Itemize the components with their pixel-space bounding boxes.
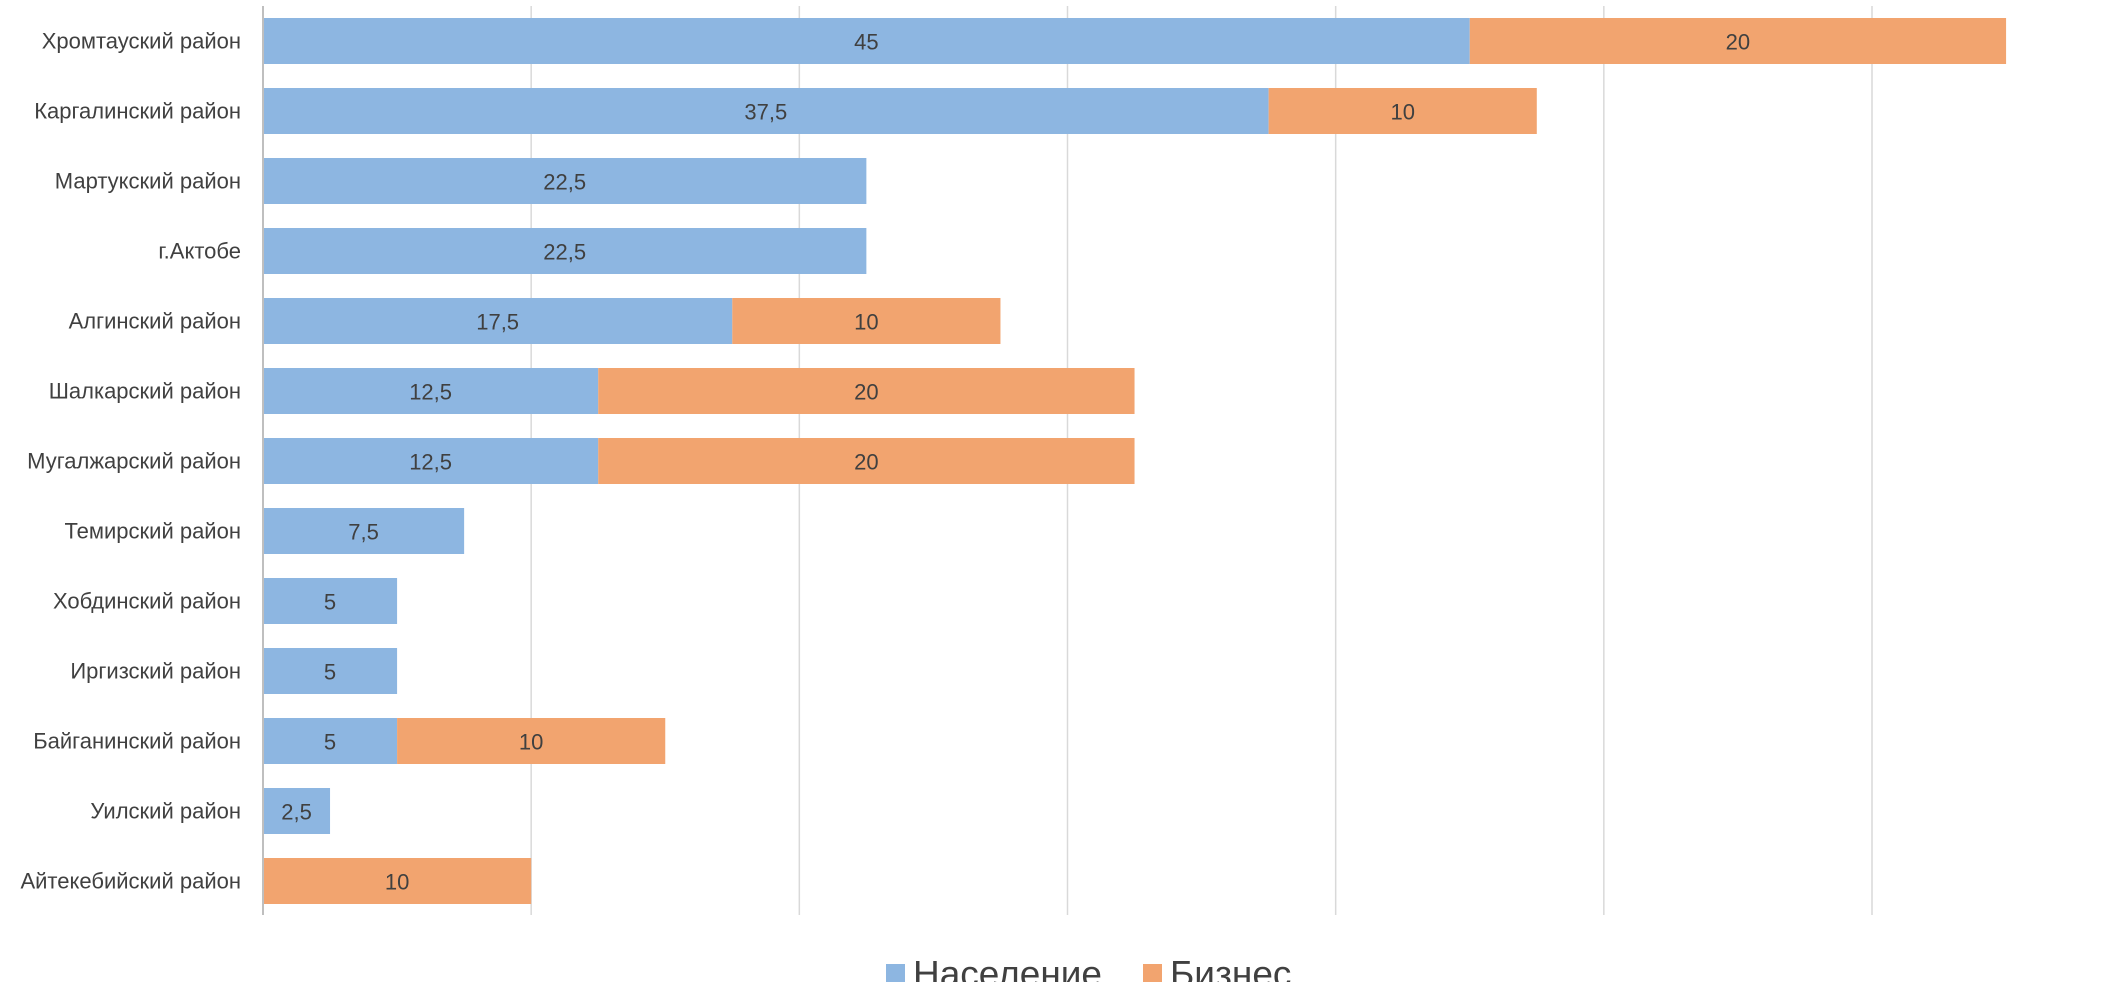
category-label: Уилский район bbox=[90, 799, 241, 824]
category-label: Айтекебийский район bbox=[20, 869, 241, 894]
category-label: Каргалинский район bbox=[34, 99, 241, 124]
legend-label: Население bbox=[913, 954, 1102, 982]
category-label: Темирский район bbox=[64, 519, 241, 544]
bar-population bbox=[263, 648, 398, 694]
data-label: 12,5 bbox=[409, 380, 452, 405]
bar-population bbox=[263, 228, 867, 274]
bar-population bbox=[263, 578, 398, 624]
category-label: Байганинский район bbox=[33, 729, 241, 754]
data-label: 2,5 bbox=[281, 800, 312, 825]
data-label: 22,5 bbox=[543, 240, 586, 265]
legend-item: Население bbox=[886, 954, 1102, 982]
legend-swatch bbox=[1143, 964, 1162, 982]
bar-population bbox=[263, 788, 331, 834]
bar-population bbox=[263, 508, 465, 554]
bars bbox=[263, 18, 2007, 904]
legend: Население Бизнес bbox=[886, 954, 1291, 982]
bar-population bbox=[263, 298, 733, 344]
legend-item: Бизнес bbox=[1143, 954, 1291, 982]
bar-population bbox=[263, 368, 599, 414]
data-label: 10 bbox=[385, 870, 409, 895]
data-label: 45 bbox=[854, 30, 878, 55]
bar-population bbox=[263, 158, 867, 204]
bar-business bbox=[598, 368, 1135, 414]
bar-population bbox=[263, 88, 1269, 134]
data-label: 12,5 bbox=[409, 450, 452, 475]
bar-business bbox=[1268, 88, 1537, 134]
bar-population bbox=[263, 18, 1470, 64]
data-label: 37,5 bbox=[744, 100, 787, 125]
data-label: 20 bbox=[1726, 30, 1750, 55]
data-label: 5 bbox=[324, 730, 336, 755]
data-label: 10 bbox=[519, 730, 543, 755]
category-axis-labels: Хромтауский район Каргалинский район Марту… bbox=[20, 29, 241, 894]
category-label: Иргизский район bbox=[70, 659, 241, 684]
legend-swatch bbox=[886, 964, 905, 982]
data-label: 20 bbox=[854, 450, 878, 475]
bar-business bbox=[598, 438, 1135, 484]
data-label: 22,5 bbox=[543, 170, 586, 195]
data-label: 20 bbox=[854, 380, 878, 405]
data-label: 17,5 bbox=[476, 310, 519, 335]
bar-business bbox=[263, 858, 532, 904]
data-label: 7,5 bbox=[348, 520, 379, 545]
legend-label: Бизнес bbox=[1170, 954, 1291, 982]
bar-business bbox=[1469, 18, 2007, 64]
bar-business bbox=[397, 718, 666, 764]
bar-business bbox=[732, 298, 1001, 344]
category-label: г.Актобе bbox=[158, 239, 241, 264]
category-label: Хромтауский район bbox=[42, 29, 241, 54]
category-label: Алгинский район bbox=[69, 309, 241, 334]
category-label: Хобдинский район bbox=[53, 589, 241, 614]
data-label: 10 bbox=[1390, 100, 1414, 125]
bar-population bbox=[263, 718, 398, 764]
data-label: 10 bbox=[854, 310, 878, 335]
data-label: 5 bbox=[324, 660, 336, 685]
data-label: 5 bbox=[324, 590, 336, 615]
category-label: Шалкарский район bbox=[49, 379, 241, 404]
category-label: Мартукский район bbox=[55, 169, 241, 194]
bar-population bbox=[263, 438, 599, 484]
category-label: Мугалжарский район bbox=[27, 449, 241, 474]
data-labels: 45 20 37,5 10 22,5 22,5 17,5 10 12,5 20 12,5 20 7,5 5… bbox=[281, 30, 1750, 895]
